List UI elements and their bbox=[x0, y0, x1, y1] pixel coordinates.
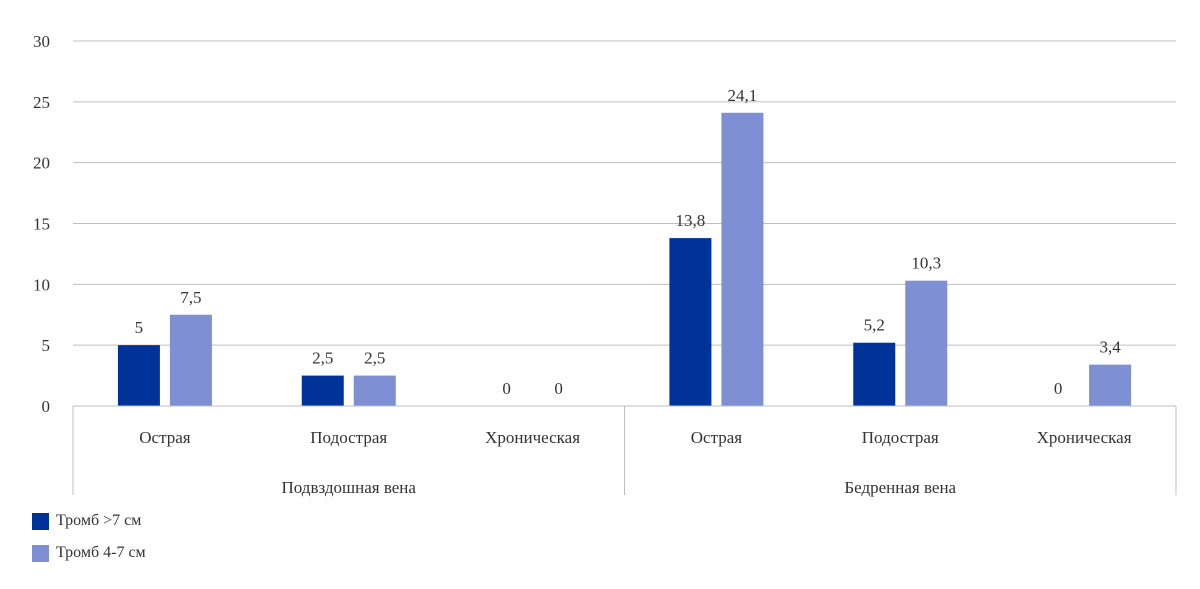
bar bbox=[905, 280, 948, 406]
data-label: 5 bbox=[135, 318, 144, 337]
bar bbox=[669, 238, 712, 406]
y-tick-label: 15 bbox=[33, 215, 50, 234]
bar bbox=[169, 314, 212, 406]
data-label: 7,5 bbox=[180, 288, 201, 307]
legend-swatch-series-1 bbox=[32, 512, 49, 530]
y-tick-label: 20 bbox=[33, 154, 50, 173]
y-tick-label: 5 bbox=[42, 336, 51, 355]
y-tick-label: 0 bbox=[42, 397, 51, 416]
x-tick-label: Острая bbox=[691, 428, 743, 447]
x-tick-label: Хроническая bbox=[485, 428, 580, 447]
bar bbox=[353, 375, 396, 406]
data-label: 2,5 bbox=[364, 349, 385, 368]
bar bbox=[721, 112, 764, 407]
data-label: 5,2 bbox=[864, 316, 885, 335]
legend-item-series-2: Тромб 4-7 см bbox=[32, 542, 146, 564]
gridlines bbox=[73, 40, 1176, 407]
data-label: 10,3 bbox=[911, 254, 941, 273]
y-axis-ticks: 0 5 10 15 20 25 30 bbox=[33, 32, 50, 416]
x-axis: Острая Подострая Хроническая Острая Подостра… bbox=[72, 405, 1177, 497]
bar bbox=[853, 342, 896, 406]
y-tick-label: 25 bbox=[33, 93, 50, 112]
bar bbox=[117, 345, 160, 406]
data-labels: 5 2,5 0 13,8 5,2 0 7,5 2,5 0 24,1 10,3 3,4 bbox=[135, 86, 1122, 398]
y-tick-label: 10 bbox=[33, 275, 50, 294]
legend-swatch-series-2 bbox=[32, 544, 49, 562]
legend: Тромб >7 см Тромб 4-7 см bbox=[32, 510, 146, 574]
legend-label-series-1: Тромб >7 см bbox=[56, 512, 142, 529]
x-tick-label: Хроническая bbox=[1037, 428, 1132, 447]
data-label: 2,5 bbox=[312, 349, 333, 368]
y-tick-label: 30 bbox=[33, 32, 50, 51]
x-tick-label: Подострая bbox=[862, 428, 939, 447]
x-tick-label: Острая bbox=[139, 428, 191, 447]
data-label: 0 bbox=[502, 379, 511, 398]
legend-label-series-2: Тромб 4-7 см bbox=[56, 544, 146, 561]
data-label: 24,1 bbox=[728, 86, 758, 105]
group-label: Подвздошная вена bbox=[282, 478, 417, 497]
bar bbox=[1089, 364, 1132, 406]
bars bbox=[117, 112, 1132, 407]
data-label: 13,8 bbox=[676, 211, 706, 230]
group-label: Бедренная вена bbox=[844, 478, 956, 497]
data-label: 0 bbox=[1054, 379, 1063, 398]
data-label: 3,4 bbox=[1099, 338, 1121, 357]
x-tick-label: Подострая bbox=[310, 428, 387, 447]
legend-item-series-1: Тромб >7 см bbox=[32, 510, 146, 532]
bar bbox=[301, 375, 344, 406]
data-label: 0 bbox=[554, 379, 563, 398]
